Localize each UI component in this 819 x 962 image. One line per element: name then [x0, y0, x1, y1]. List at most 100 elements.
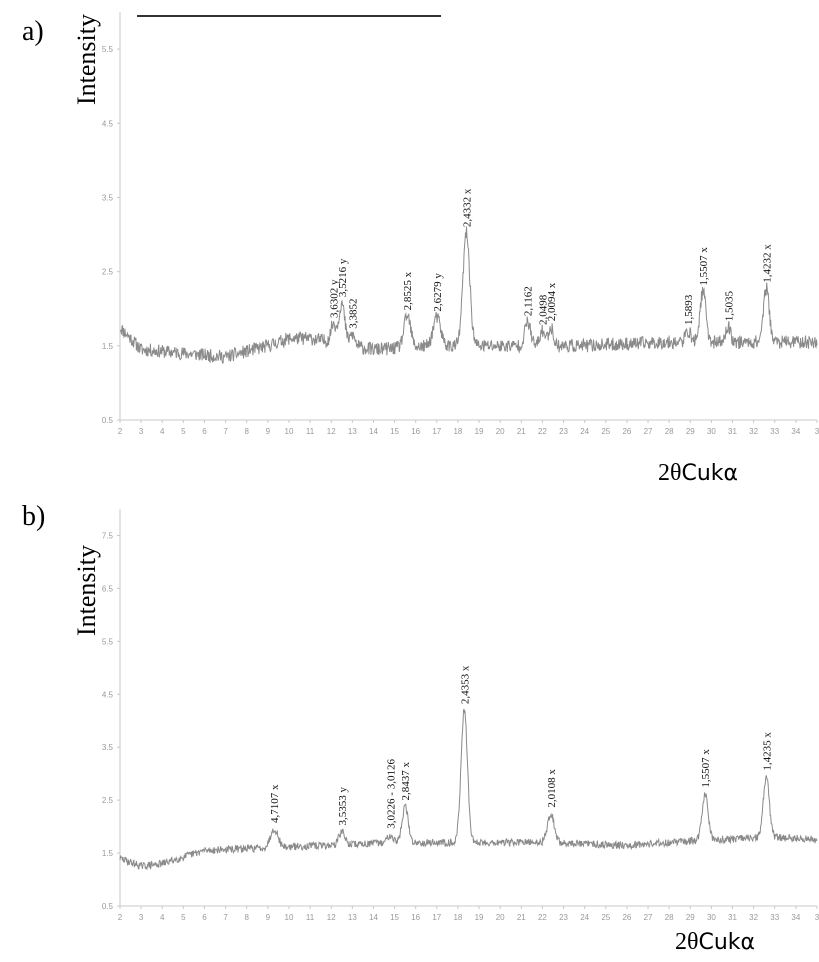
x-tick-label: 17 — [432, 427, 441, 436]
panel-label-a: a) — [22, 16, 44, 47]
x-tick-label: 5 — [181, 427, 186, 436]
x-tick-label: 17 — [432, 913, 441, 922]
y-axis-label-a: Intensity — [72, 14, 101, 105]
x-tick-label: 26 — [622, 913, 631, 922]
x-tick-label: 13 — [348, 913, 357, 922]
x-tick-label: 15 — [390, 427, 399, 436]
y-tick-label: 3.5 — [102, 193, 114, 202]
x-tick-label: 14 — [369, 427, 378, 436]
x-tick-label: 29 — [686, 913, 695, 922]
peak-label: 2,4332 x — [461, 188, 473, 227]
xrd-chart-a: 0.51.52.53.54.55.52 3 4 5 6 7 8 9 10 11 12 13 14 15 16… — [102, 12, 819, 436]
diffraction-trace — [119, 226, 818, 364]
x-tick-label: 26 — [622, 427, 631, 436]
y-tick-label: 1.5 — [102, 849, 114, 858]
x-axis-label-a: 2θCukα — [658, 460, 738, 487]
x-tick-label: 11 — [306, 427, 315, 436]
diffraction-trace — [119, 708, 818, 871]
x-tick-label: 20 — [496, 427, 505, 436]
x-tick-label: 2 — [118, 427, 123, 436]
x-tick-label: 12 — [327, 913, 336, 922]
peak-label: 2,8525 x — [402, 271, 414, 310]
x-tick-label: 28 — [665, 427, 674, 436]
x-tick-label: 18 — [453, 427, 462, 436]
x-tick-label: 27 — [644, 913, 653, 922]
y-tick-label: 4.5 — [102, 690, 114, 699]
x-tick-label: 23 — [559, 427, 568, 436]
x-tick-label: 16 — [411, 913, 420, 922]
y-tick-label: 5.5 — [102, 637, 114, 646]
x-tick-label: 31 — [728, 913, 737, 922]
x-tick-label: 19 — [475, 427, 484, 436]
x-tick-label: 32 — [749, 913, 758, 922]
x-tick-label: 22 — [538, 427, 547, 436]
peak-label: 3,0226 - 3,0126 — [385, 759, 397, 829]
y-tick-label: 7.5 — [102, 531, 114, 540]
y-tick-label: 0.5 — [102, 416, 114, 425]
x-tick-label: 7 — [223, 913, 228, 922]
x-tick-label: 6 — [202, 427, 207, 436]
y-tick-label: 2.5 — [102, 268, 114, 277]
panel-b: 0.5 1.5 2.5 3.5 4.5 5.5 6.5 7.5 2 3 4 5 6 7 8 9 10 11 12 13… — [0, 481, 819, 962]
peak-label: 1,5893 — [683, 294, 695, 325]
peak-label: 1,5035 — [723, 291, 735, 322]
x-tick-label: 19 — [475, 913, 484, 922]
peak-label: 2,6279 y — [432, 273, 444, 312]
x-tick-label: 12 — [327, 427, 336, 436]
x-tick-label: 18 — [453, 913, 462, 922]
x-tick-label: 3 — [815, 913, 819, 922]
panel-label-b: b) — [22, 501, 46, 532]
x-axis-label-prefix-b: 2θ — [675, 929, 699, 955]
peak-label: 3,3852 — [347, 298, 359, 328]
x-tick-label: 3 — [815, 427, 819, 436]
peak-label: 1,4232 x — [761, 244, 773, 283]
x-tick-label: 30 — [707, 913, 716, 922]
x-tick-label: 2 — [118, 913, 123, 922]
x-tick-label: 21 — [517, 913, 526, 922]
x-tick-label: 25 — [601, 427, 610, 436]
x-tick-label: 27 — [644, 427, 653, 436]
x-tick-label: 4 — [160, 427, 165, 436]
peak-label: 2,1162 — [523, 286, 535, 316]
x-tick-label: 5 — [181, 913, 186, 922]
x-tick-label: 24 — [580, 913, 589, 922]
peak-label: 2,8437 x — [400, 761, 412, 800]
peak-label: 1,5507 x — [700, 749, 712, 788]
y-axis-label-b: Intensity — [72, 545, 101, 636]
x-tick-label: 9 — [266, 427, 271, 436]
x-tick-label: 34 — [791, 913, 800, 922]
x-tick-label: 22 — [538, 913, 547, 922]
peak-label: 2,4353 x — [459, 665, 471, 704]
x-tick-label: 15 — [390, 913, 399, 922]
x-tick-label: 32 — [749, 427, 758, 436]
x-tick-label: 3 — [139, 427, 144, 436]
x-tick-label: 10 — [285, 913, 294, 922]
x-tick-label: 30 — [707, 427, 716, 436]
x-tick-label: 3 — [139, 913, 144, 922]
x-tick-label: 20 — [496, 913, 505, 922]
x-tick-label: 6 — [202, 913, 207, 922]
x-tick-label: 9 — [266, 913, 271, 922]
x-axis-label-suffix-a: Cukα — [681, 461, 739, 486]
xrd-chart-b: 0.51.52.53.54.55.56.57.52 3 4 5 6 7 8 9 10 11 12 13… — [102, 509, 819, 922]
x-tick-label: 8 — [245, 913, 250, 922]
y-tick-label: 1.5 — [102, 342, 114, 351]
x-tick-label: 25 — [601, 913, 610, 922]
peak-label: 4,7107 x — [269, 784, 281, 823]
x-axis-label-b: 2θCukα — [675, 929, 755, 956]
x-tick-label: 33 — [770, 427, 779, 436]
x-tick-label: 10 — [285, 427, 294, 436]
y-tick-label: 4.5 — [102, 119, 114, 128]
peak-label: 2,0108 x — [546, 769, 558, 808]
x-tick-label: 21 — [517, 427, 526, 436]
x-tick-label: 33 — [770, 913, 779, 922]
x-tick-label: 28 — [665, 913, 674, 922]
y-tick-label: 5.5 — [102, 45, 114, 54]
peak-label: 1,5507 x — [698, 247, 710, 286]
y-tick-label: 6.5 — [102, 584, 114, 593]
x-tick-label: 31 — [728, 427, 737, 436]
x-axis-label-suffix-b: Cukα — [698, 930, 756, 955]
panel-a: 0.5 1.5 2.5 3.5 4.5 5.5 2 3 4 5 6 7 8 9 10 11 12 13 14 15 16… — [22, 12, 819, 486]
x-tick-label: 34 — [791, 427, 800, 436]
peak-label: 3,6302 y — [328, 279, 340, 318]
